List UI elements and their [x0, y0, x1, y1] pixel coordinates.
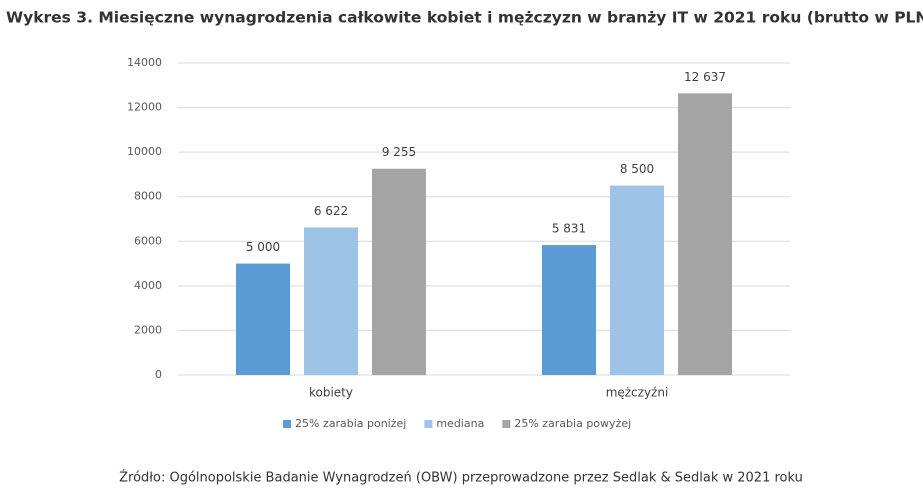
- y-tick-label: 2000: [134, 323, 162, 336]
- data-label: 12 637: [684, 70, 726, 84]
- y-tick-label: 0: [155, 368, 162, 381]
- y-tick-label: 8000: [134, 190, 162, 203]
- y-tick-label: 14000: [127, 56, 162, 69]
- y-tick-label: 12000: [127, 101, 162, 114]
- data-label: 5 831: [552, 222, 586, 236]
- y-tick-label: 10000: [127, 145, 162, 158]
- legend-swatch: [424, 420, 433, 428]
- legend-swatch: [283, 420, 291, 428]
- data-label: 5 000: [246, 240, 280, 254]
- chart-title: Wykres 3. Miesięczne wynagrodzenia całko…: [6, 9, 923, 27]
- data-label: 6 622: [314, 204, 348, 218]
- bar: [610, 185, 664, 375]
- data-label: 8 500: [620, 162, 654, 176]
- bar: [304, 227, 358, 375]
- x-tick-label: mężczyźni: [606, 386, 669, 400]
- bar: [372, 168, 426, 375]
- data-label: 9 255: [382, 145, 416, 159]
- legend-swatch: [502, 420, 511, 428]
- y-tick-label: 4000: [134, 279, 162, 292]
- legend-label: mediana: [436, 417, 484, 430]
- bar: [236, 263, 290, 375]
- x-tick-label: kobiety: [309, 386, 353, 400]
- y-tick-label: 6000: [134, 234, 162, 247]
- legend-label: 25% zarabia poniżej: [295, 417, 406, 430]
- bar: [542, 245, 596, 375]
- legend-label: 25% zarabia powyżej: [514, 417, 631, 430]
- source: Źródło: Ogólnopolskie Badanie Wynagrodze…: [119, 470, 803, 486]
- bar: [678, 93, 732, 375]
